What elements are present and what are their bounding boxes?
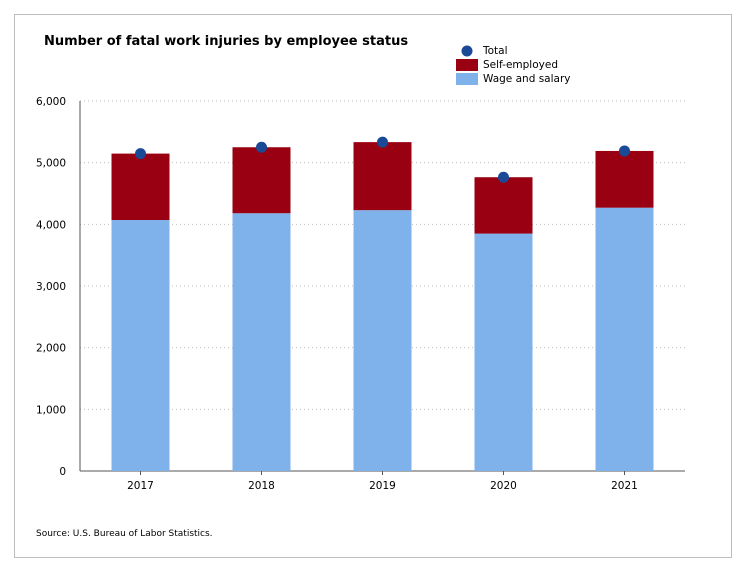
x-tick-label: 2020	[490, 480, 517, 492]
source-note: Source: U.S. Bureau of Labor Statistics.	[36, 529, 213, 539]
total-marker-2018[interactable]	[256, 141, 267, 153]
legend-swatch-total	[461, 45, 473, 57]
legend-swatch-self-employed	[456, 59, 478, 71]
legend-label-wage-and-salary: Wage and salary	[483, 73, 571, 85]
y-tick-label: 4,000	[36, 219, 66, 231]
bar-self-employed-2017[interactable]	[111, 153, 170, 221]
bar-wage-and-salary-2021[interactable]	[595, 207, 654, 471]
bar-wage-and-salary-2018[interactable]	[232, 213, 291, 471]
x-tick-label: 2018	[248, 480, 275, 492]
y-tick-label: 1,000	[36, 404, 66, 416]
bar-self-employed-2020[interactable]	[474, 177, 533, 234]
chart-title: Number of fatal work injuries by employe…	[44, 34, 409, 49]
bar-wage-and-salary-2017[interactable]	[111, 220, 170, 471]
legend-label-total: Total	[483, 45, 508, 57]
legend-swatch-wage-and-salary	[456, 73, 478, 85]
y-tick-label: 2,000	[36, 343, 66, 355]
legend-label-self-employed: Self-employed	[483, 59, 558, 71]
x-tick-label: 2017	[127, 480, 154, 492]
total-marker-2019[interactable]	[377, 136, 388, 148]
y-tick-label: 6,000	[36, 96, 66, 108]
y-tick-label: 5,000	[36, 158, 66, 170]
bar-self-employed-2018[interactable]	[232, 147, 291, 214]
bar-wage-and-salary-2020[interactable]	[474, 233, 533, 471]
bar-self-employed-2021[interactable]	[595, 150, 654, 208]
x-tick-label: 2019	[369, 480, 396, 492]
x-tick-label: 2021	[611, 480, 638, 492]
total-marker-2017[interactable]	[135, 148, 146, 160]
y-tick-label: 0	[59, 466, 66, 478]
bar-wage-and-salary-2019[interactable]	[353, 210, 412, 471]
y-tick-label: 3,000	[36, 281, 66, 293]
total-marker-2021[interactable]	[619, 145, 630, 157]
bar-self-employed-2019[interactable]	[353, 142, 412, 211]
total-marker-2020[interactable]	[498, 171, 509, 183]
